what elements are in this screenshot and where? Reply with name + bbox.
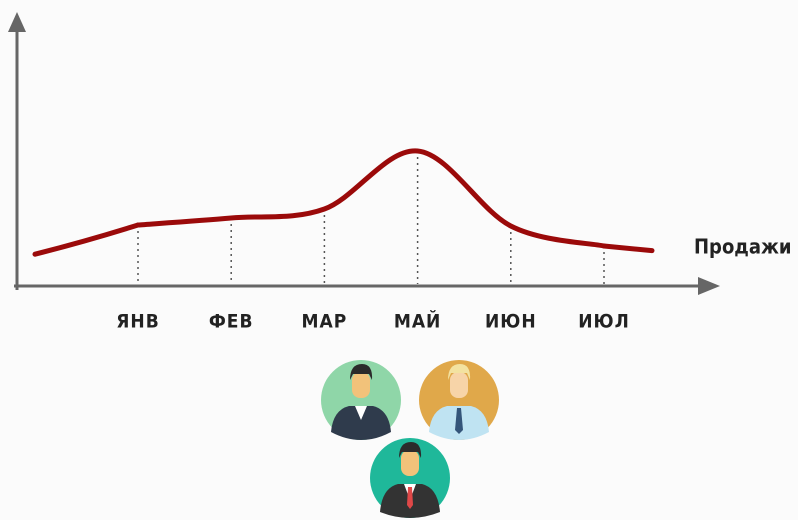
line-extension — [32, 222, 141, 257]
x-tick-label: ИЮЛ — [578, 311, 630, 333]
person-1 — [321, 360, 401, 440]
person-2 — [419, 360, 499, 440]
x-tick-label: ИЮН — [485, 311, 537, 333]
x-axis-label: Продажи — [694, 235, 792, 259]
x-tick-label: МАР — [302, 311, 348, 333]
y-axis-arrow — [8, 12, 26, 32]
x-tick-label: ЯНВ — [116, 311, 160, 333]
x-tick-label: ФЕВ — [209, 311, 254, 333]
x-axis-arrow — [698, 277, 720, 295]
x-tick-label: МАЙ — [394, 310, 442, 333]
person-3 — [370, 438, 450, 518]
line — [135, 148, 607, 249]
line-extension — [601, 243, 655, 254]
